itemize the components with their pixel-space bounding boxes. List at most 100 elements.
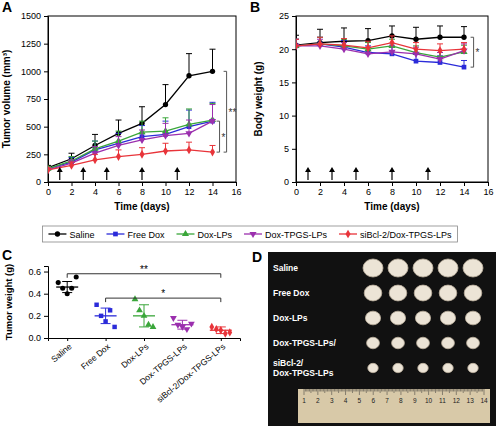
series: [48, 102, 216, 171]
ruler-tick: [369, 389, 370, 392]
ruler-tick: [330, 389, 331, 392]
group: [56, 275, 79, 297]
axis-line: [44, 17, 49, 183]
tick-mark: [292, 149, 296, 150]
tick: Free Dox: [79, 338, 113, 372]
ruler-tick: [388, 389, 389, 392]
tick-label: 5: [284, 144, 289, 154]
marker: [186, 73, 191, 78]
tick-mark: [292, 182, 296, 183]
point: [170, 316, 177, 322]
marker: [115, 143, 122, 149]
ruler-tick: [352, 389, 353, 393]
ruler-tick: [466, 389, 467, 392]
tick: 16: [231, 182, 241, 197]
x-axis-title: Time (days): [364, 201, 419, 212]
photo-background: [268, 252, 496, 426]
point: [94, 303, 98, 307]
tick-mark: [44, 127, 48, 128]
legend-entry: Saline: [48, 230, 94, 240]
ruler-tick: [460, 389, 461, 392]
tick-label: 25: [279, 11, 289, 21]
ruler-tick: [396, 389, 397, 392]
injection-arrow: [80, 167, 86, 180]
tick-mark: [488, 182, 489, 186]
ruler-tick: [448, 389, 449, 392]
significance-bracket: [471, 37, 474, 67]
ruler-tick: [367, 389, 368, 392]
tick-mark: [44, 182, 48, 183]
tick-mark: [144, 338, 145, 341]
tumor-photo: [417, 337, 430, 349]
series: [48, 142, 216, 174]
ruler-label: 7: [385, 397, 389, 404]
tick-label: 8: [390, 187, 395, 197]
tick-label: 750: [26, 94, 41, 104]
ruler-tick: [389, 389, 390, 392]
marker: [437, 46, 442, 55]
series: [48, 49, 216, 170]
series-line: [296, 44, 464, 67]
tick-label: 250: [26, 150, 41, 160]
ruler-tick: [479, 389, 480, 392]
ruler-label: 13: [467, 397, 475, 404]
tumor-photo: [467, 337, 480, 349]
tick: Dox-LPs: [119, 338, 150, 370]
axis: 0246810121416: [46, 182, 242, 197]
ruler-tick: [418, 389, 419, 392]
ruler-tick: [344, 389, 345, 392]
marker: [209, 119, 216, 125]
ruler-tick: [459, 389, 460, 392]
marker: [185, 131, 192, 137]
tick-mark: [221, 338, 222, 341]
marker: [462, 65, 467, 70]
ruler-tick: [445, 389, 446, 392]
panel: SalineFree DoxDox-LPsDox-TPGS-LPssiBcl-2…: [2, 247, 241, 405]
sd-whisker: [177, 320, 187, 329]
axis-line: [292, 17, 297, 183]
ruler-tick: [328, 389, 329, 392]
axis: SalineFree DoxDox-LPsDox-TPGS-LPssiBcl-2…: [49, 338, 241, 405]
ruler-tick: [359, 389, 360, 395]
tick: 4: [342, 182, 347, 197]
tick-mark: [292, 116, 296, 117]
marker: [186, 146, 191, 155]
ruler-tick: [442, 389, 443, 395]
ruler-tick: [349, 389, 350, 392]
tumor-photo: [365, 311, 380, 325]
tick-label: 0.2: [28, 311, 41, 321]
marker: [48, 165, 51, 174]
ruler-tick: [394, 389, 395, 393]
ruler-tick: [434, 389, 435, 392]
tick: 8: [140, 182, 145, 197]
tick-mark: [44, 99, 48, 100]
axis-line: [49, 339, 241, 342]
ruler-tick: [449, 389, 450, 393]
ruler-tick: [474, 389, 475, 392]
ruler-label: 8: [399, 397, 403, 404]
tumor-photo: [392, 337, 405, 349]
tick-label: 10: [411, 187, 421, 197]
tick: 6: [366, 182, 371, 197]
series-line: [48, 150, 213, 170]
legend-entry: Dox-TPGS-LPs: [244, 230, 328, 240]
ruler-tick: [376, 389, 377, 392]
ruler-tick: [327, 389, 328, 392]
ruler-tick: [456, 389, 457, 395]
ruler: [298, 389, 490, 423]
injection-arrow: [305, 167, 311, 180]
ruler-tick: [382, 389, 383, 392]
axis: 0250500750100012501500: [21, 11, 49, 187]
ruler-tick: [341, 389, 342, 392]
marker: [69, 161, 74, 170]
ruler-tick: [416, 389, 417, 392]
ruler-tick: [320, 389, 321, 392]
ruler-tick: [421, 389, 422, 393]
plot-area: [56, 275, 233, 338]
ruler-label: 12: [453, 397, 461, 404]
tick: 2: [318, 182, 323, 197]
tick-label: 1250: [21, 39, 41, 49]
ruler-tick: [366, 389, 367, 393]
marker: [139, 150, 144, 159]
tumor-photo: [468, 363, 478, 372]
